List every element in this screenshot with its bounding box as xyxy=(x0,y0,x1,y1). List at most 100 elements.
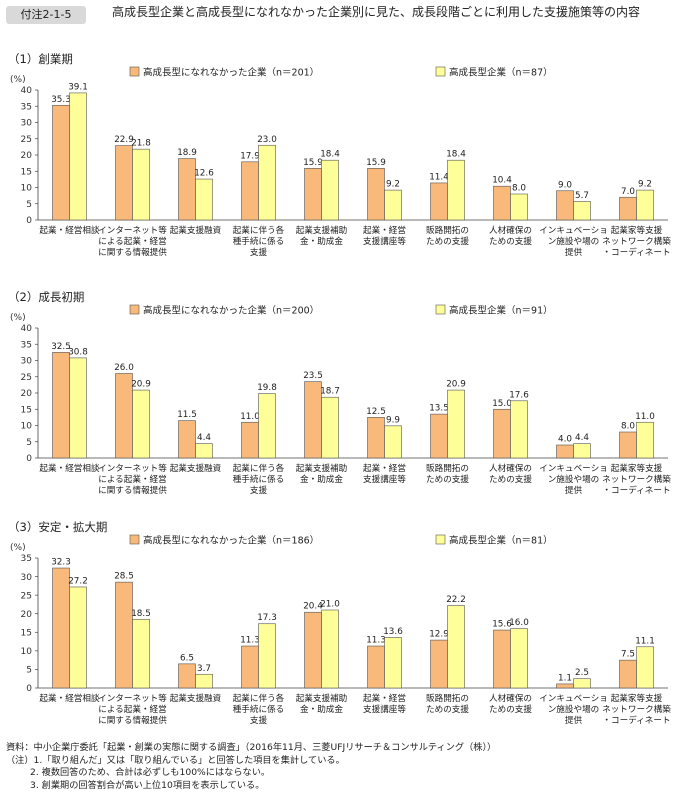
bar-value-label: 12.9 xyxy=(429,630,449,640)
y-tick-label: 0 xyxy=(26,216,32,226)
x-tick-label: ための支援 xyxy=(489,473,532,485)
y-tick-label: 35 xyxy=(21,102,32,112)
x-tick-label: インキュベーショ xyxy=(539,464,608,474)
bar xyxy=(70,587,87,688)
bar-value-label: 35.3 xyxy=(51,95,71,105)
bar-value-label: 18.4 xyxy=(446,150,466,160)
bar xyxy=(557,684,574,688)
x-tick-label: 販路開拓の xyxy=(426,224,469,236)
x-tick-label: ・コーディネート xyxy=(602,246,670,258)
bar-value-label: 32.3 xyxy=(51,558,71,568)
bar xyxy=(385,426,402,458)
x-tick-label: 金・助成金 xyxy=(300,703,343,715)
x-tick-label: 起業家等支援 xyxy=(611,462,663,474)
x-tick-label: 支援 xyxy=(250,246,268,258)
bar-value-label: 8.0 xyxy=(621,422,635,432)
x-tick-label: 人材確保の xyxy=(489,462,532,474)
y-tick-label: 20 xyxy=(21,151,33,161)
bar-value-label: 26.0 xyxy=(114,363,134,373)
chart-title: （3）安定・拡大期 xyxy=(8,520,107,534)
bar-value-label: 1.1 xyxy=(558,673,572,683)
x-tick-label: に関する情報提供 xyxy=(98,246,167,258)
x-tick-label: に関する情報提供 xyxy=(98,714,167,726)
y-tick-label: 15 xyxy=(21,167,32,177)
bar xyxy=(385,190,402,220)
bar xyxy=(322,610,339,688)
bar xyxy=(116,582,133,688)
chart-startup-phase: （1）創業期 (%) 高成長型になれなかった企業（n＝201） 高成長型企業（n＝87… xyxy=(0,46,686,274)
y-tick-label: 5 xyxy=(26,666,32,676)
x-tick-label: 起業・経営 xyxy=(363,692,406,704)
bar-value-label: 18.9 xyxy=(177,148,197,158)
x-tick-label: ための支援 xyxy=(426,703,469,715)
y-tick-label: 10 xyxy=(21,647,33,657)
bar-value-label: 7.5 xyxy=(621,650,635,660)
chart-early-growth-phase: （2）成長初期(%)高成長型になれなかった企業（n＝200） 高成長型企業（n＝9… xyxy=(0,284,686,512)
legend-swatch xyxy=(130,535,139,544)
x-tick-label: インキュベーショ xyxy=(539,694,608,704)
bar-value-label: 12.5 xyxy=(366,407,386,417)
x-tick-label: 起業・経営相談 xyxy=(39,692,100,704)
bar-value-label: 10.4 xyxy=(492,176,512,186)
bar xyxy=(259,624,276,688)
x-tick-label: 販路開拓の xyxy=(426,692,469,704)
bar-value-label: 11.0 xyxy=(240,412,260,422)
y-tick-label: 15 xyxy=(21,405,32,415)
chart-stable-expansion-phase: （3）安定・拡大期 (%) 高成長型になれなかった企業（n＝186） 高成長型企業（n… xyxy=(0,514,686,742)
bar xyxy=(637,647,654,688)
y-tick-label: 30 xyxy=(21,573,33,583)
legend-swatch xyxy=(436,535,445,544)
figure-title: 高成長型企業と高成長型になれなかった企業別に見た、成長段階ごとに利用した支援施策… xyxy=(112,4,682,20)
note-source: 資料：中小企業庁委託「起業・創業の実態に関する調査」（2016年11月、三菱UF… xyxy=(6,742,682,755)
y-tick-label: 20 xyxy=(21,610,33,620)
y-tick-label: 25 xyxy=(21,373,32,383)
legend-label: 高成長型企業（n＝87） xyxy=(449,67,553,79)
bar xyxy=(637,422,654,458)
bar xyxy=(53,352,70,458)
note-3: 3. 創業期の回答割合が高い上位10項目を表示している。 xyxy=(6,780,682,793)
bar-value-label: 7.0 xyxy=(621,187,635,197)
bar-value-label: 30.8 xyxy=(68,347,88,357)
x-tick-label: 起業支援補助 xyxy=(296,692,348,704)
bar xyxy=(368,417,385,458)
x-tick-label: インターネット等 xyxy=(98,692,167,704)
x-tick-label: に関する情報提供 xyxy=(98,484,167,496)
bar-value-label: 3.7 xyxy=(197,664,211,674)
bar xyxy=(179,664,196,688)
bar xyxy=(637,190,654,220)
bar xyxy=(70,358,87,458)
x-tick-label: 提供 xyxy=(565,714,583,726)
x-tick-label: ネットワーク構築 xyxy=(602,235,671,247)
bar-value-label: 17.3 xyxy=(257,613,277,623)
legend-label: 高成長型になれなかった企業（n＝200） xyxy=(143,305,319,317)
x-tick-label: 支援 xyxy=(250,484,268,496)
y-tick-label: 40 xyxy=(21,86,33,96)
y-tick-label: 25 xyxy=(21,135,32,145)
y-tick-label: 5 xyxy=(26,438,32,448)
x-tick-label: 起業に伴う各 xyxy=(233,462,285,474)
figure-tag: 付注2-1-5 xyxy=(6,6,86,24)
bar xyxy=(133,619,150,688)
x-tick-label: インターネット等 xyxy=(98,462,167,474)
y-tick-label: 0 xyxy=(26,454,32,464)
bar-value-label: 11.3 xyxy=(240,636,260,646)
bar xyxy=(179,421,196,458)
bar-value-label: 39.1 xyxy=(68,82,88,92)
bar-value-label: 5.7 xyxy=(575,191,589,201)
y-tick-label: 20 xyxy=(21,389,33,399)
y-tick-label: 30 xyxy=(21,357,33,367)
y-tick-label: 25 xyxy=(21,591,32,601)
bar xyxy=(620,432,637,458)
x-tick-label: ン施設や場の xyxy=(548,473,600,485)
bar-value-label: 11.5 xyxy=(177,410,197,420)
x-tick-label: による起業・経営 xyxy=(98,703,167,715)
bar-value-label: 27.2 xyxy=(68,576,88,586)
bar xyxy=(196,179,213,220)
bar xyxy=(368,646,385,688)
x-tick-label: 起業支援融資 xyxy=(170,692,222,704)
bar xyxy=(494,630,511,688)
bar xyxy=(574,201,591,220)
x-tick-label: 起業家等支援 xyxy=(611,692,663,704)
x-tick-label: ための支援 xyxy=(426,473,469,485)
bar xyxy=(494,186,511,220)
